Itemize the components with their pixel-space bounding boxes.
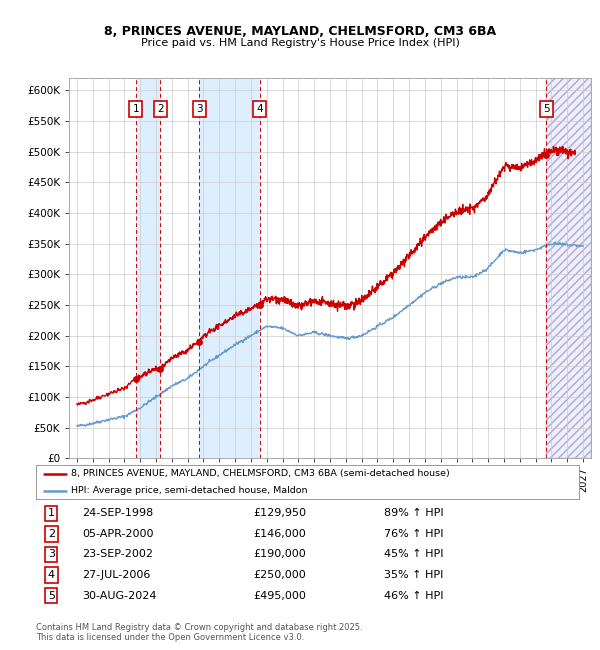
Text: 76% ↑ HPI: 76% ↑ HPI bbox=[383, 529, 443, 539]
Text: £250,000: £250,000 bbox=[253, 570, 306, 580]
Text: 2: 2 bbox=[47, 529, 55, 539]
Text: £129,950: £129,950 bbox=[253, 508, 306, 518]
Text: 2: 2 bbox=[157, 103, 164, 114]
Text: 1: 1 bbox=[48, 508, 55, 518]
Text: 46% ↑ HPI: 46% ↑ HPI bbox=[383, 591, 443, 601]
Text: HPI: Average price, semi-detached house, Maldon: HPI: Average price, semi-detached house,… bbox=[71, 486, 308, 495]
Bar bbox=[199, 78, 260, 458]
Text: 1: 1 bbox=[133, 103, 139, 114]
Text: 23-SEP-2002: 23-SEP-2002 bbox=[82, 549, 153, 560]
Bar bbox=[136, 78, 160, 458]
Text: 27-JUL-2006: 27-JUL-2006 bbox=[82, 570, 151, 580]
Text: £495,000: £495,000 bbox=[253, 591, 306, 601]
Text: 8, PRINCES AVENUE, MAYLAND, CHELMSFORD, CM3 6BA: 8, PRINCES AVENUE, MAYLAND, CHELMSFORD, … bbox=[104, 25, 496, 38]
Text: 05-APR-2000: 05-APR-2000 bbox=[82, 529, 154, 539]
Text: 35% ↑ HPI: 35% ↑ HPI bbox=[383, 570, 443, 580]
Text: 5: 5 bbox=[48, 591, 55, 601]
Text: £190,000: £190,000 bbox=[253, 549, 306, 560]
Text: 89% ↑ HPI: 89% ↑ HPI bbox=[383, 508, 443, 518]
Text: 5: 5 bbox=[543, 103, 550, 114]
Text: Price paid vs. HM Land Registry's House Price Index (HPI): Price paid vs. HM Land Registry's House … bbox=[140, 38, 460, 48]
Text: £146,000: £146,000 bbox=[253, 529, 306, 539]
Text: 24-SEP-1998: 24-SEP-1998 bbox=[82, 508, 154, 518]
Text: 4: 4 bbox=[47, 570, 55, 580]
Text: 3: 3 bbox=[196, 103, 202, 114]
Text: 45% ↑ HPI: 45% ↑ HPI bbox=[383, 549, 443, 560]
Text: Contains HM Land Registry data © Crown copyright and database right 2025.
This d: Contains HM Land Registry data © Crown c… bbox=[36, 623, 362, 642]
Text: 3: 3 bbox=[48, 549, 55, 560]
Text: 8, PRINCES AVENUE, MAYLAND, CHELMSFORD, CM3 6BA (semi-detached house): 8, PRINCES AVENUE, MAYLAND, CHELMSFORD, … bbox=[71, 469, 450, 478]
Text: 30-AUG-2024: 30-AUG-2024 bbox=[82, 591, 157, 601]
Text: 4: 4 bbox=[257, 103, 263, 114]
